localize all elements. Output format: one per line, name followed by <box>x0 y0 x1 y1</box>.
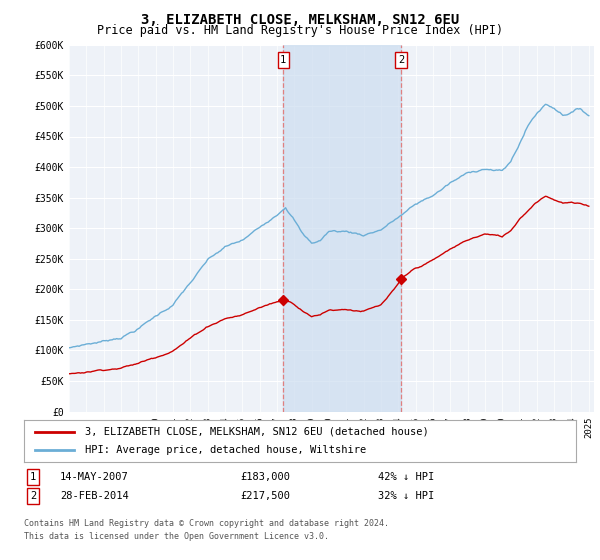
Text: Price paid vs. HM Land Registry's House Price Index (HPI): Price paid vs. HM Land Registry's House … <box>97 24 503 37</box>
Text: 2: 2 <box>30 491 36 501</box>
Text: 28-FEB-2014: 28-FEB-2014 <box>60 491 129 501</box>
Text: This data is licensed under the Open Government Licence v3.0.: This data is licensed under the Open Gov… <box>24 532 329 541</box>
Text: 1: 1 <box>280 55 286 65</box>
Text: £217,500: £217,500 <box>240 491 290 501</box>
Text: 2: 2 <box>398 55 404 65</box>
Text: £183,000: £183,000 <box>240 472 290 482</box>
Text: Contains HM Land Registry data © Crown copyright and database right 2024.: Contains HM Land Registry data © Crown c… <box>24 519 389 528</box>
Text: 42% ↓ HPI: 42% ↓ HPI <box>378 472 434 482</box>
Text: 1: 1 <box>30 472 36 482</box>
Text: 32% ↓ HPI: 32% ↓ HPI <box>378 491 434 501</box>
Text: 3, ELIZABETH CLOSE, MELKSHAM, SN12 6EU: 3, ELIZABETH CLOSE, MELKSHAM, SN12 6EU <box>141 13 459 27</box>
Bar <box>283 45 401 412</box>
Text: HPI: Average price, detached house, Wiltshire: HPI: Average price, detached house, Wilt… <box>85 445 366 455</box>
Text: 3, ELIZABETH CLOSE, MELKSHAM, SN12 6EU (detached house): 3, ELIZABETH CLOSE, MELKSHAM, SN12 6EU (… <box>85 427 428 437</box>
Text: 14-MAY-2007: 14-MAY-2007 <box>60 472 129 482</box>
